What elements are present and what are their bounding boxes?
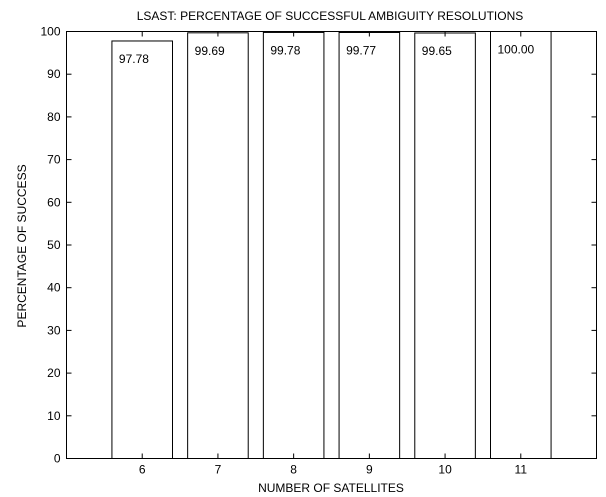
y-tick-label-100: 100 [40, 25, 60, 39]
bar-9 [338, 31, 401, 460]
y-tick-label-80: 80 [47, 110, 61, 124]
data-labels: 97.78 99.69 99.78 99.77 99.65 100.00 [119, 43, 535, 66]
x-tick-label-10: 10 [438, 463, 452, 477]
bar-10 [414, 32, 476, 459]
y-tick-label-30: 30 [47, 323, 61, 337]
chart-title: LSAST: PERCENTAGE OF SUCCESSFUL AMBIGUIT… [137, 9, 524, 23]
data-label-9: 99.77 [346, 43, 376, 57]
data-label-6: 97.78 [119, 52, 149, 66]
y-tick-label-0: 0 [54, 452, 61, 466]
data-label-8: 99.78 [270, 43, 300, 57]
y-tick-label-50: 50 [47, 238, 61, 252]
bar-8 [262, 31, 325, 460]
y-tick-label-40: 40 [47, 281, 61, 295]
y-axis-ticks: 0 10 20 30 40 50 60 70 80 90 100 [40, 25, 597, 466]
x-tick-label-9: 9 [366, 463, 373, 477]
x-tick-label-6: 6 [139, 463, 146, 477]
x-axis-ticks: 6 7 8 9 10 11 [139, 31, 528, 477]
y-tick-label-60: 60 [47, 195, 61, 209]
bar-6 [111, 40, 174, 459]
y-tick-label-10: 10 [47, 409, 61, 423]
y-tick-label-20: 20 [47, 366, 61, 380]
bar-series [111, 31, 552, 460]
bar-11 [490, 31, 552, 459]
y-tick-label-70: 70 [47, 153, 61, 167]
plot-area-frame [66, 31, 597, 459]
data-label-7: 99.69 [195, 44, 225, 58]
y-tick-label-90: 90 [47, 67, 61, 81]
data-label-10: 99.65 [422, 44, 452, 58]
x-tick-label-8: 8 [290, 463, 297, 477]
x-tick-label-7: 7 [215, 463, 222, 477]
bar-7 [187, 32, 249, 459]
x-axis-label: NUMBER OF SATELLITES [258, 481, 404, 495]
y-axis-label: PERCENTAGE OF SUCCESS [15, 164, 29, 327]
data-label-11: 100.00 [498, 43, 535, 57]
x-tick-label-11: 11 [515, 463, 528, 477]
